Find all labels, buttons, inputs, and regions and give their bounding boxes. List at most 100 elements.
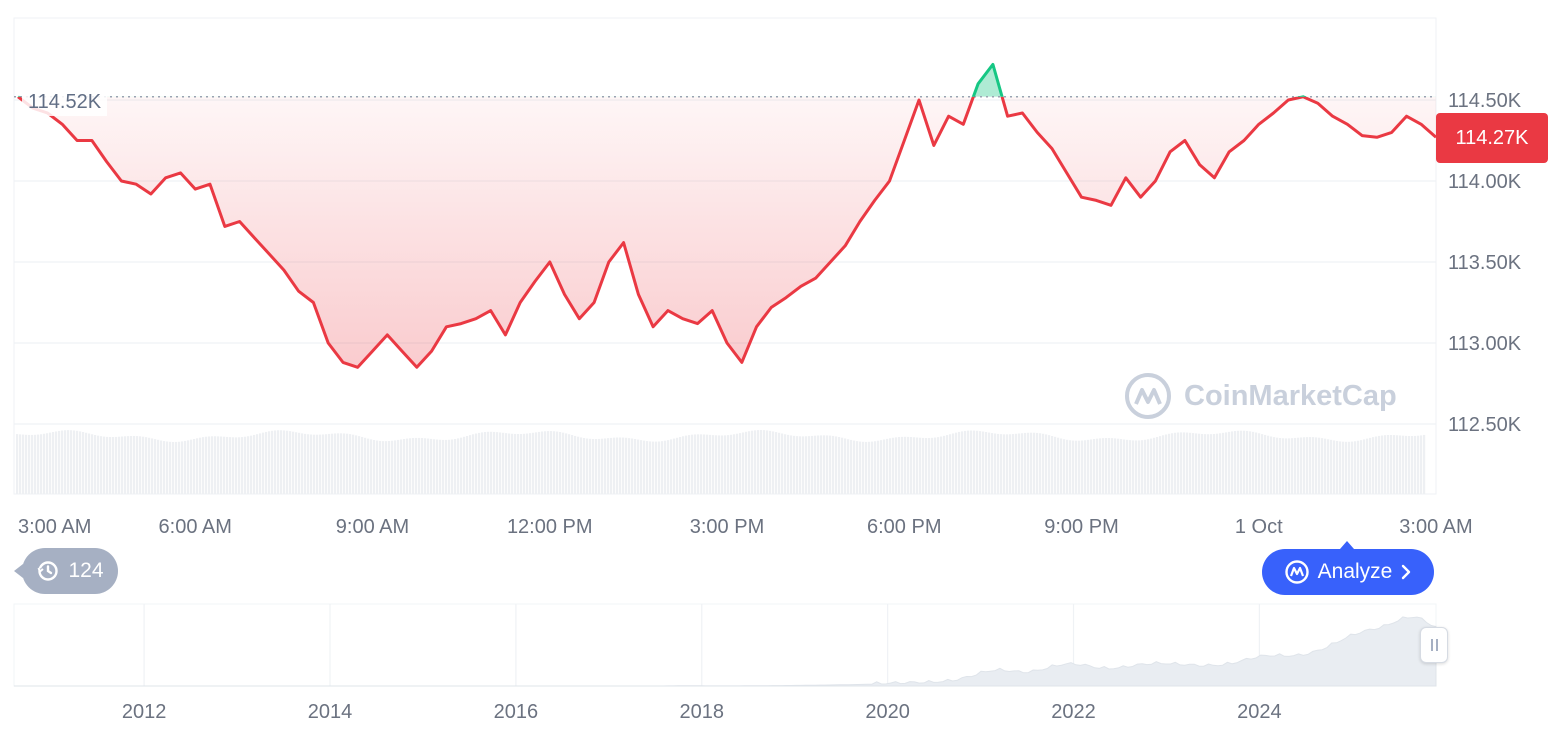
- volume-bar: [1243, 430, 1246, 494]
- volume-bar: [445, 439, 448, 494]
- volume-bar: [409, 438, 412, 494]
- x-tick-label: 1 Oct: [1235, 516, 1283, 538]
- volume-bar: [724, 435, 727, 494]
- coinmarketcap-logo-icon: [1125, 373, 1171, 419]
- volume-bar: [970, 430, 973, 494]
- volume-bar: [832, 435, 835, 494]
- volume-bar: [700, 434, 703, 494]
- volume-bar: [778, 432, 781, 494]
- volume-bar: [325, 434, 328, 494]
- volume-bar: [1060, 438, 1063, 494]
- price-lines: [17, 62, 1436, 369]
- volume-bar: [91, 434, 94, 494]
- volume-bar: [1021, 433, 1024, 494]
- volume-bar: [703, 434, 706, 494]
- volume-bar: [1201, 433, 1204, 494]
- volume-bar: [967, 430, 970, 494]
- volume-bar: [961, 431, 964, 494]
- volume-bar: [847, 439, 850, 494]
- volume-bar: [514, 433, 517, 494]
- volume-bar: [382, 441, 385, 494]
- range-tick-label: 2016: [494, 701, 539, 723]
- volume-bar: [313, 434, 316, 494]
- watermark: CoinMarketCap: [1124, 372, 1397, 420]
- volume-bar: [679, 437, 682, 494]
- volume-bar: [1180, 432, 1183, 494]
- volume-bar: [625, 437, 628, 494]
- volume-bar: [616, 437, 619, 494]
- volume-bar: [34, 434, 37, 494]
- volume-bar: [910, 437, 913, 494]
- volume-bar: [367, 438, 370, 494]
- volume-bar: [28, 434, 31, 494]
- volume-bar: [589, 438, 592, 494]
- volume-bar: [343, 433, 346, 494]
- history-button[interactable]: 124: [14, 548, 118, 594]
- volume-bar: [985, 432, 988, 494]
- volume-bar: [1423, 434, 1426, 494]
- volume-bar: [184, 440, 187, 494]
- volume-bar: [562, 432, 565, 494]
- volume-bar: [1291, 438, 1294, 494]
- volume-bar: [826, 435, 829, 494]
- volume-bar: [1126, 439, 1129, 494]
- volume-bar: [70, 430, 73, 494]
- volume-bar: [1420, 435, 1423, 494]
- volume-bar: [859, 441, 862, 494]
- volume-bar: [649, 441, 652, 494]
- volume-bar: [532, 432, 535, 494]
- volume-bar: [328, 433, 331, 494]
- volume-bar: [571, 435, 574, 494]
- volume-bar: [880, 440, 883, 494]
- volume-bar: [1324, 438, 1327, 494]
- volume-bar: [841, 437, 844, 494]
- analyze-button[interactable]: Analyze: [1262, 541, 1434, 595]
- range-handle[interactable]: [1420, 627, 1448, 663]
- volume-bar: [406, 438, 409, 494]
- volume-bar: [226, 436, 229, 494]
- volume-bar: [508, 433, 511, 494]
- volume-bar: [358, 436, 361, 494]
- volume-bar: [982, 431, 985, 494]
- volume-bar: [1144, 439, 1147, 494]
- volume-bar: [1192, 433, 1195, 494]
- volume-bar: [715, 435, 718, 494]
- volume-bar: [415, 437, 418, 494]
- volume-bar: [760, 430, 763, 494]
- volume-bar: [946, 435, 949, 494]
- volume-bar: [1159, 436, 1162, 494]
- volume-bar: [1273, 437, 1276, 494]
- volume-bar: [286, 430, 289, 494]
- volume-bar: [868, 441, 871, 494]
- volume-bar: [37, 434, 40, 494]
- volume-bar: [61, 430, 64, 494]
- volume-bar: [799, 436, 802, 494]
- volume-bar: [1078, 440, 1081, 494]
- volume-bar: [823, 435, 826, 494]
- volume-bar: [586, 438, 589, 494]
- volume-bar: [271, 430, 274, 494]
- y-tick-label: 113.00K: [1448, 333, 1522, 355]
- volume-bar: [871, 441, 874, 494]
- volume-bar: [1393, 435, 1396, 494]
- volume-bar: [739, 433, 742, 494]
- volume-bar: [85, 432, 88, 494]
- volume-bar: [595, 439, 598, 494]
- volume-bar: [688, 435, 691, 494]
- volume-bar: [427, 438, 430, 494]
- volume-bar: [1300, 437, 1303, 494]
- volume-bar: [1096, 438, 1099, 494]
- volume-bar: [727, 435, 730, 494]
- volume-bar: [106, 436, 109, 494]
- volume-bar: [274, 430, 277, 494]
- volume-bar: [337, 433, 340, 494]
- volume-bar: [475, 433, 478, 494]
- volume-bar: [466, 435, 469, 494]
- volume-bar: [1405, 435, 1408, 494]
- volume-bar: [97, 435, 100, 494]
- volume-bar: [364, 437, 367, 494]
- volume-bar: [454, 438, 457, 494]
- volume-bar: [100, 436, 103, 494]
- volume-bar: [1366, 438, 1369, 494]
